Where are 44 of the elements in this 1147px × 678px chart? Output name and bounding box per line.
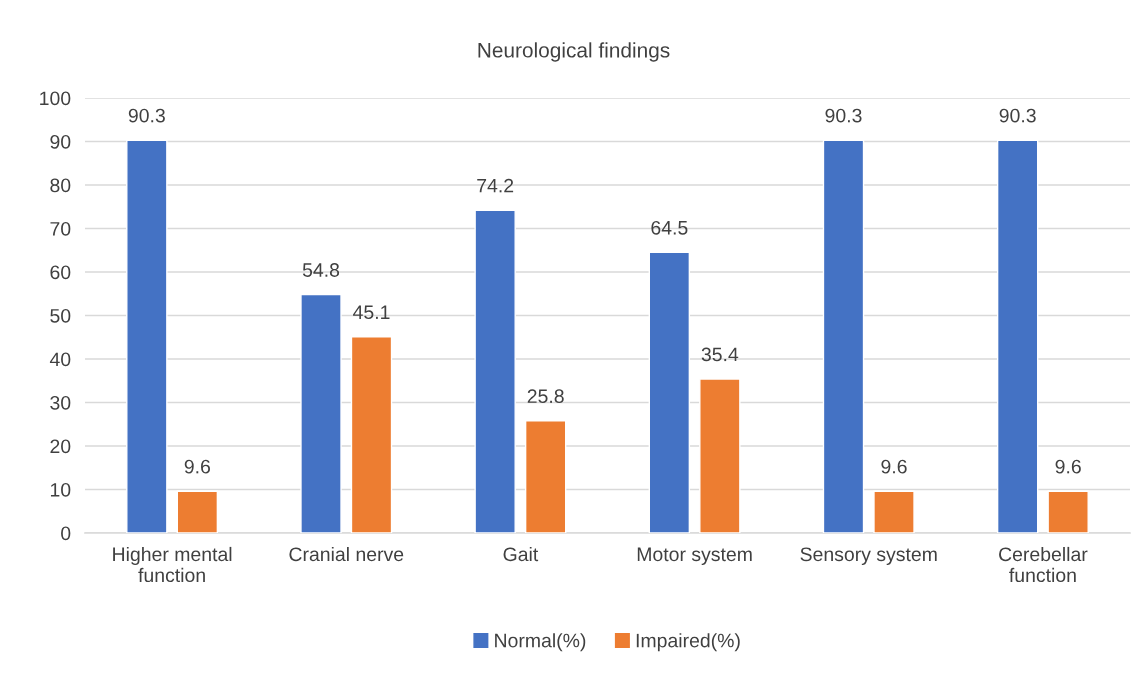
data-label: 90.3 (999, 108, 1036, 123)
x-tick-label: Sensory system (800, 547, 937, 566)
x-tick-label: Motor system (637, 547, 752, 566)
y-tick-label: 50 (50, 308, 71, 323)
bar (822, 139, 865, 533)
y-tick-label: 40 (49, 352, 71, 367)
bar (474, 209, 516, 533)
data-label: 90.3 (128, 108, 165, 123)
bar (1047, 490, 1089, 533)
bar (996, 139, 1039, 533)
data-label: 9.6 (184, 459, 210, 474)
data-label: 9.6 (881, 459, 907, 474)
data-label: 9.6 (1055, 459, 1081, 474)
y-tick-label: 90 (50, 134, 71, 149)
data-label: 45.1 (353, 305, 390, 320)
x-tick-label: Higher mental function (113, 546, 232, 583)
chart-title: Neurological findings (478, 42, 670, 62)
x-tick-label: Gait (503, 546, 539, 562)
y-tick-label: 20 (50, 439, 71, 454)
bar (176, 490, 219, 533)
legend-label: Impaired(%) (636, 633, 740, 652)
x-tick-label: Cerebellar function (999, 546, 1088, 583)
y-tick-label: 0 (61, 526, 71, 541)
x-tick-label: Cranial nerve (289, 546, 404, 562)
bar (300, 293, 342, 533)
bar (648, 251, 691, 533)
data-label: 25.8 (527, 389, 564, 404)
bar (873, 490, 915, 533)
y-tick-label: 10 (50, 482, 71, 497)
bar (524, 420, 567, 533)
data-label: 54.8 (302, 263, 340, 277)
bar (126, 139, 168, 533)
bar (699, 378, 741, 533)
y-tick-label: 60 (50, 265, 71, 280)
bar (350, 336, 393, 533)
y-tick-label: 30 (50, 395, 71, 410)
legend-label: Normal(%) (495, 633, 586, 652)
data-label: 35.4 (701, 347, 739, 362)
y-tick-label: 80 (50, 178, 71, 193)
y-tick-label: 70 (50, 221, 71, 236)
data-label: 90.3 (825, 108, 862, 123)
y-tick-label: 100 (40, 91, 71, 106)
data-label: 74.2 (477, 178, 514, 193)
data-label: 64.5 (651, 220, 688, 235)
